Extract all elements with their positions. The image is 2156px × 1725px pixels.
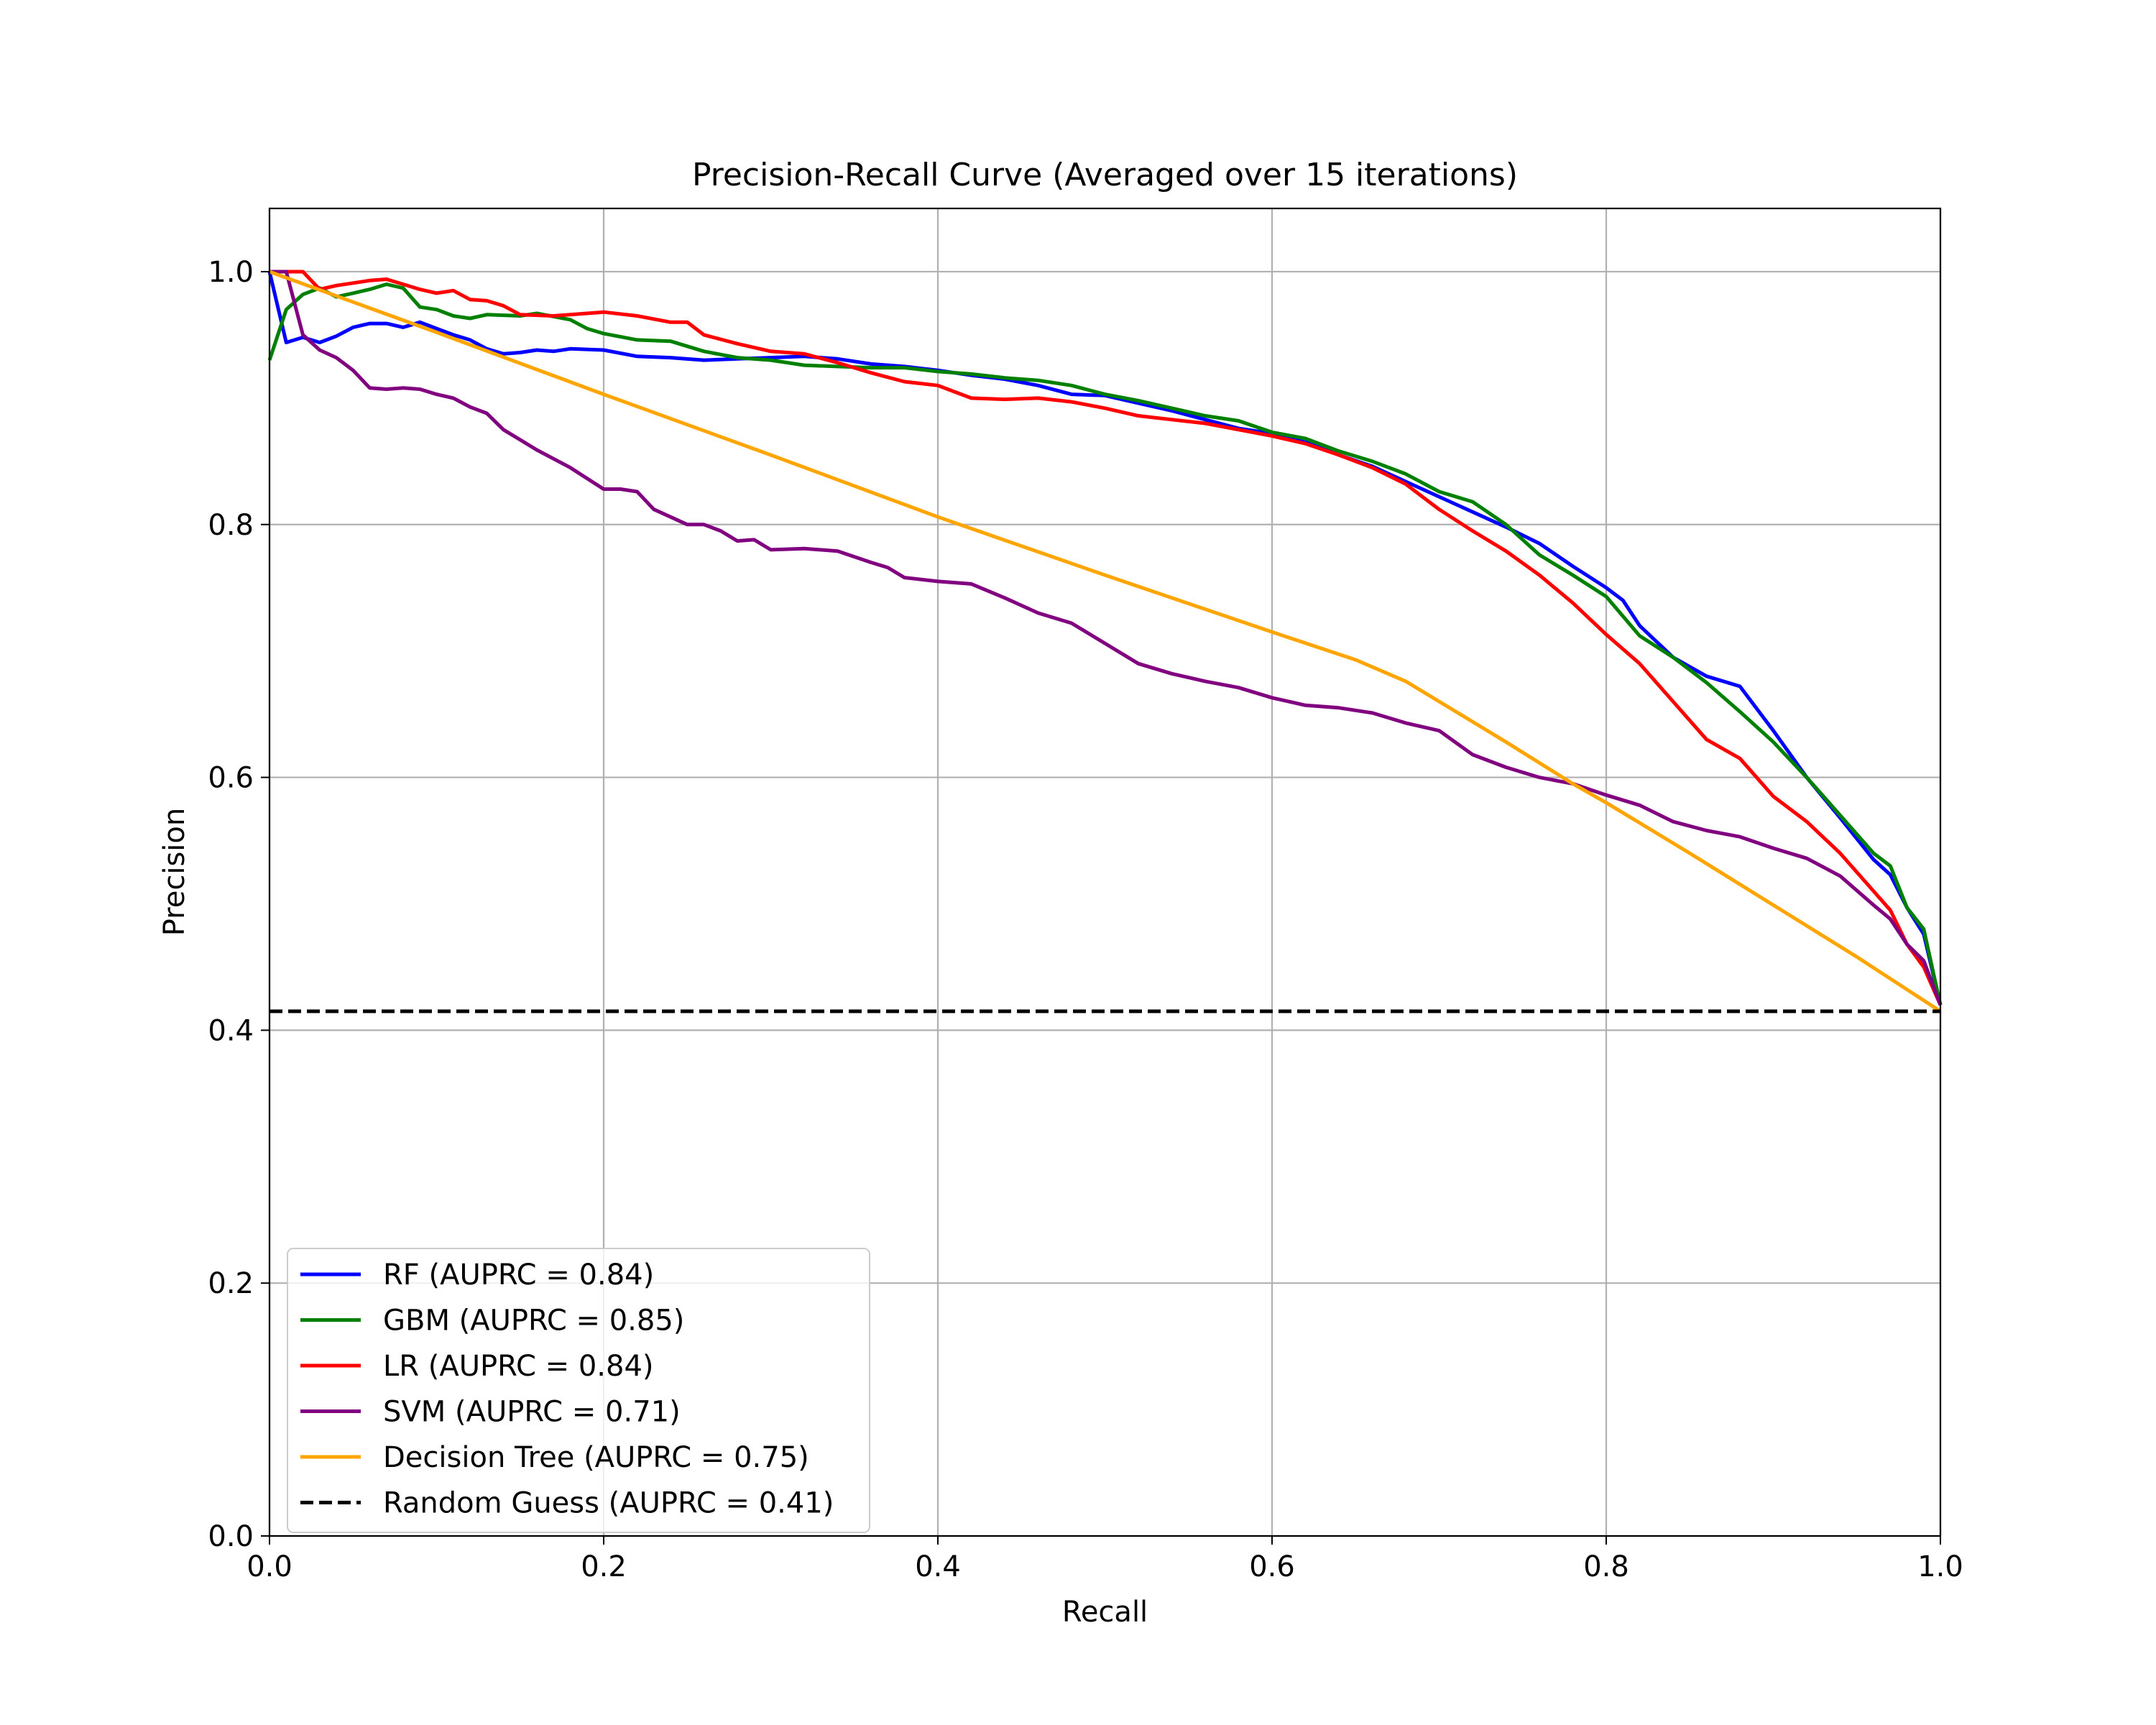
series-layer xyxy=(267,270,1943,1013)
legend-label-5: Random Guess (AUPRC = 0.41) xyxy=(383,1487,834,1520)
x-tick-label: 0.4 xyxy=(915,1550,961,1583)
series-line-3 xyxy=(270,270,1943,1006)
axis-ticks: 0.0 0.2 0.4 0.6 0.8 1.0 0.0 0.2 0.4 0.6 0.8 1.0 xyxy=(208,256,1963,1583)
series-line-1 xyxy=(267,282,1943,1006)
legend-label-0: RF (AUPRC = 0.84) xyxy=(383,1259,654,1292)
x-tick-label: 0.6 xyxy=(1249,1550,1295,1583)
legend-label-1: GBM (AUPRC = 0.85) xyxy=(383,1305,684,1338)
y-axis-label: Precision xyxy=(158,808,191,936)
y-tick-label: 0.8 xyxy=(208,509,254,542)
legend-label-3: SVM (AUPRC = 0.71) xyxy=(383,1396,681,1429)
x-axis-label: Recall xyxy=(1062,1596,1148,1629)
legend-box xyxy=(287,1248,870,1533)
series-line-2 xyxy=(270,270,1943,1006)
y-tick-label: 0.2 xyxy=(208,1267,254,1300)
series-line-4 xyxy=(269,270,1942,1013)
plot-frame xyxy=(268,207,1942,1537)
y-tick-label: 1.0 xyxy=(208,256,254,289)
y-tick-label: 0.4 xyxy=(208,1014,254,1047)
y-tick-label: 0.6 xyxy=(208,762,254,795)
x-tick-label: 1.0 xyxy=(1917,1550,1963,1583)
x-tick-label: 0.0 xyxy=(247,1550,292,1583)
legend-label-2: LR (AUPRC = 0.84) xyxy=(383,1350,654,1383)
chart-title: Precision-Recall Curve (Averaged over 15… xyxy=(692,157,1518,193)
x-tick-label: 0.2 xyxy=(581,1550,627,1583)
legend: RF (AUPRC = 0.84) GBM (AUPRC = 0.85) LR (A… xyxy=(287,1248,870,1533)
legend-label-4: Decision Tree (AUPRC = 0.75) xyxy=(383,1441,809,1474)
y-tick-label: 0.0 xyxy=(208,1520,254,1553)
x-tick-label: 0.8 xyxy=(1583,1550,1629,1583)
